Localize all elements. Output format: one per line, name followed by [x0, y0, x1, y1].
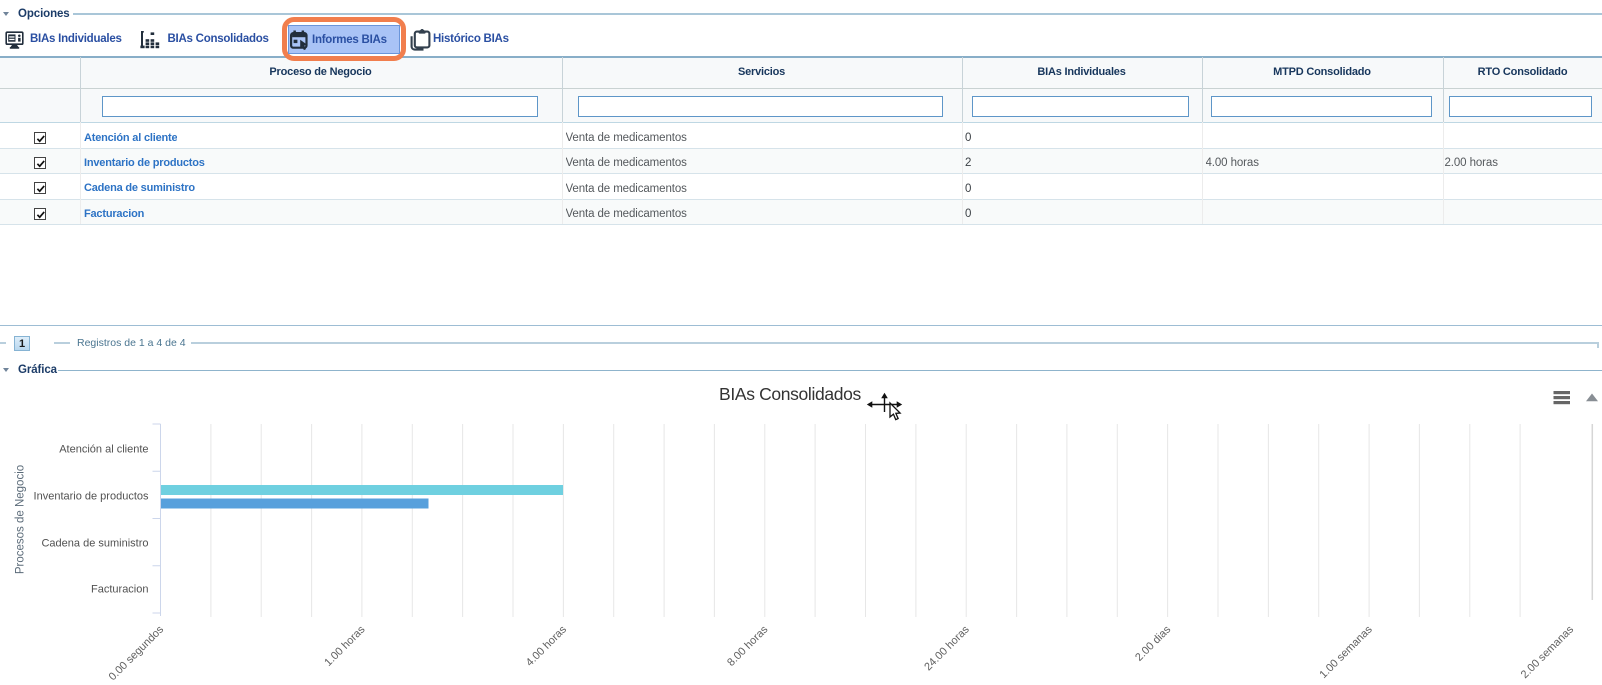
- svg-text:BIAs Consolidados: BIAs Consolidados: [719, 384, 862, 404]
- svg-text:4.00 horas: 4.00 horas: [524, 623, 570, 669]
- svg-text:1.00 semanas: 1.00 semanas: [1317, 623, 1375, 681]
- svg-text:2.00 semanas: 2.00 semanas: [1519, 623, 1577, 681]
- svg-text:Facturacion: Facturacion: [91, 584, 148, 596]
- svg-text:Inventario de productos: Inventario de productos: [34, 490, 149, 502]
- svg-text:Procesos de Negocio: Procesos de Negocio: [15, 465, 27, 574]
- svg-text:8.00 horas: 8.00 horas: [725, 623, 771, 669]
- svg-text:Cadena de suministro: Cadena de suministro: [41, 538, 148, 550]
- svg-text:24.00 horas: 24.00 horas: [922, 623, 972, 673]
- svg-text:0.00 segundos: 0.00 segundos: [107, 623, 167, 683]
- svg-text:2.00 dias: 2.00 dias: [1133, 623, 1173, 663]
- svg-text:1.00 horas: 1.00 horas: [322, 623, 368, 669]
- svg-text:Atención al cliente: Atención al cliente: [59, 444, 148, 456]
